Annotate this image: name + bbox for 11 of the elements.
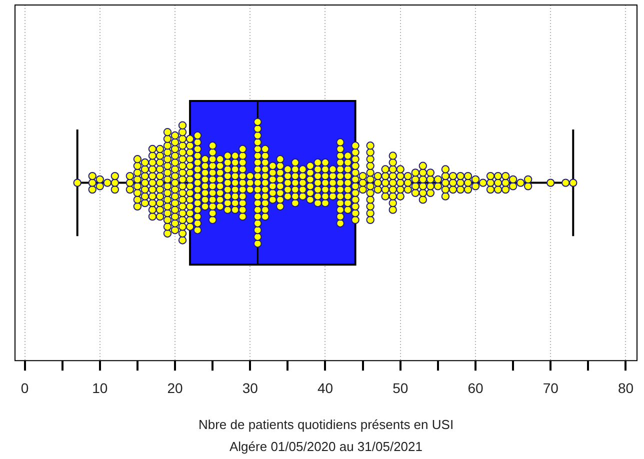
x-tick-label: 80 bbox=[618, 380, 634, 396]
x-tick-label: 50 bbox=[392, 380, 408, 396]
x-tick-label: 0 bbox=[20, 380, 29, 396]
x-tick-label: 20 bbox=[167, 380, 184, 396]
x-axis-title: Nbre de patients quotidiens présents en USI bbox=[198, 416, 454, 432]
x-tick-label: 40 bbox=[317, 380, 334, 396]
x-tick-label: 70 bbox=[542, 380, 559, 396]
x-tick-label: 10 bbox=[92, 380, 108, 396]
text: Algére 01/05/2020 au 31/05/2021 bbox=[229, 439, 423, 454]
x-tick-label: 30 bbox=[242, 380, 258, 396]
x-tick-label: 60 bbox=[468, 380, 484, 396]
